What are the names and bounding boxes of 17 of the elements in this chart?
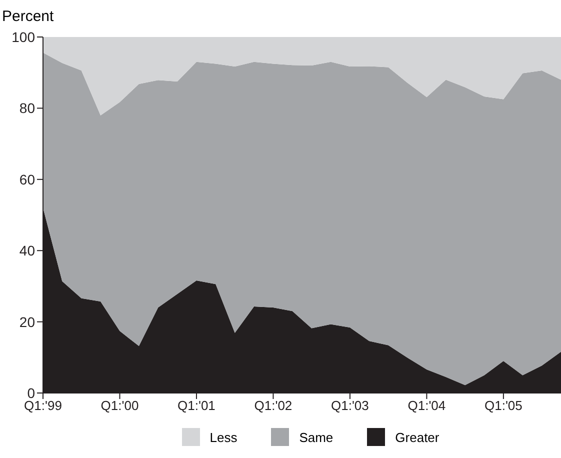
x-tick-label: Q1:'99 <box>24 398 62 414</box>
y-axis-title: Percent <box>2 8 54 25</box>
y-tick-label: 100 <box>12 28 36 45</box>
legend-label: Less <box>210 430 238 444</box>
x-tick-label: Q1:'01 <box>178 398 216 414</box>
x-tick-label: Q1:'00 <box>100 398 139 414</box>
y-tick-label: 40 <box>19 242 36 259</box>
legend-label: Same <box>299 430 334 444</box>
y-tick-label: 80 <box>19 100 36 116</box>
x-tick-label: Q1:'04 <box>408 398 446 414</box>
y-tick-label: 60 <box>19 171 36 188</box>
y-tick-label: 0 <box>27 384 36 401</box>
x-tick-label: Q1:'02 <box>254 398 292 414</box>
x-tick-label: Q1:'05 <box>484 398 522 414</box>
x-tick-label: Q1:'03 <box>331 398 369 414</box>
legend-label: Greater <box>395 430 440 444</box>
y-tick-label: 20 <box>19 314 36 330</box>
